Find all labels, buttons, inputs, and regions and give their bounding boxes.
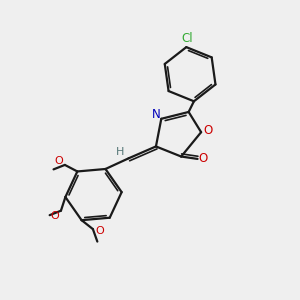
Text: H: H xyxy=(116,147,124,157)
Text: O: O xyxy=(95,226,104,236)
Text: O: O xyxy=(203,124,212,137)
Text: O: O xyxy=(55,156,63,166)
Text: O: O xyxy=(51,211,59,221)
Text: Cl: Cl xyxy=(181,32,193,45)
Text: O: O xyxy=(199,152,208,165)
Text: N: N xyxy=(152,108,160,121)
